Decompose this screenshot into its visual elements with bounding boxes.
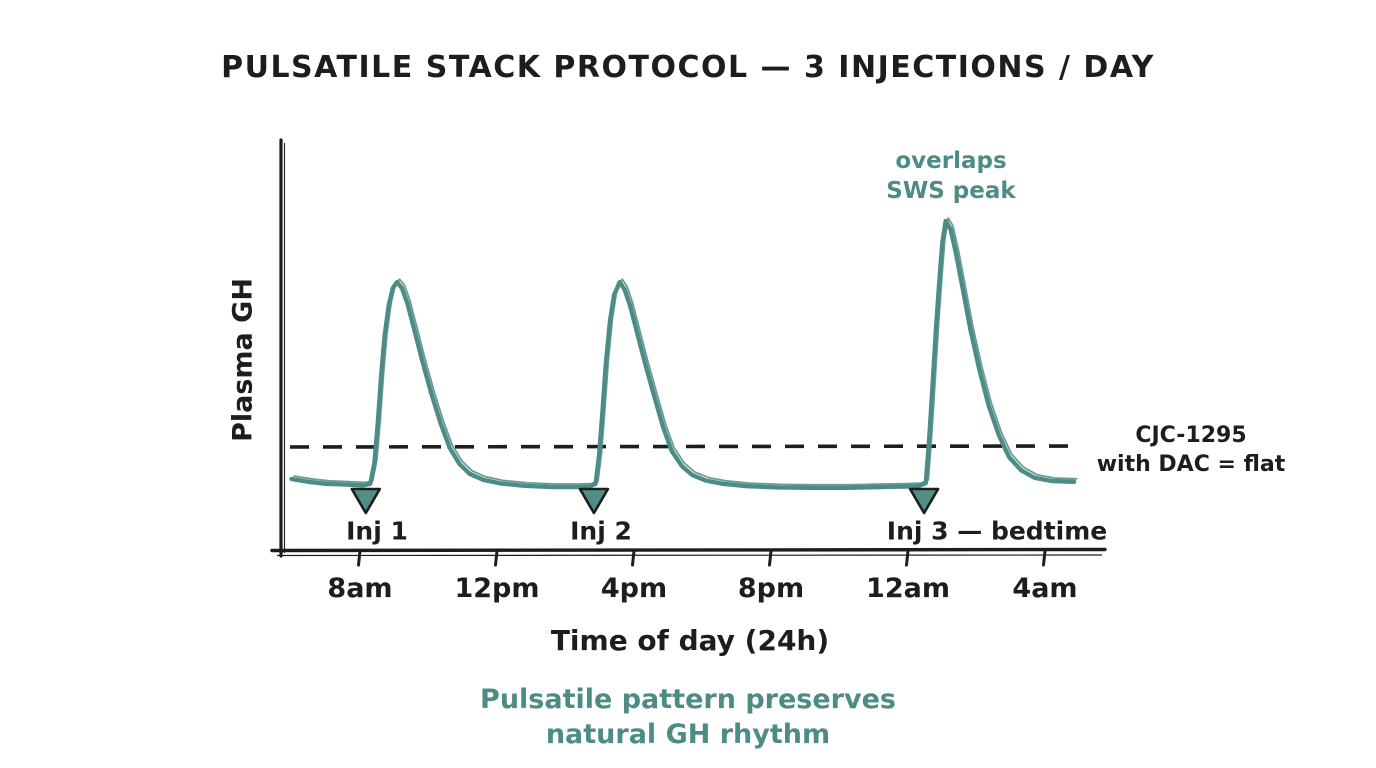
x-axis-sketch-stroke [276, 554, 1103, 557]
injection-2-label: Inj 2 [570, 516, 632, 546]
x-tick [357, 549, 362, 567]
sws-peak-annotation: overlaps SWS peak [886, 146, 1015, 206]
x-tick [1042, 549, 1047, 567]
injection-marker [908, 487, 940, 515]
gh-curve-sketch-stroke [293, 217, 1078, 486]
injection-marker [350, 487, 382, 515]
x-tick-label: 4pm [601, 573, 667, 604]
chart-caption-line2: natural GH rhythm [545, 719, 831, 750]
injection-marker [578, 487, 610, 515]
x-tick [768, 549, 773, 567]
x-axis-label: Time of day (24h) [550, 624, 830, 657]
injection-3-label: Inj 3 — bedtime [886, 516, 1108, 546]
x-tick [905, 549, 910, 567]
chart-caption: Pulsatile pattern preserves natural GH r… [480, 682, 896, 752]
reference-line-label: CJC-1295 with DAC = flat [1086, 421, 1296, 479]
reference-line-label-line1: CJC-1295 [1135, 423, 1247, 448]
chart-caption-line1: Pulsatile pattern preserves [480, 684, 896, 715]
sws-peak-annotation-line1: overlaps [895, 148, 1007, 174]
chart-title: PULSATILE STACK PROTOCOL — 3 INJECTIONS … [221, 50, 1155, 85]
injection-1-label: Inj 1 [346, 516, 408, 546]
sws-peak-annotation-line2: SWS peak [886, 178, 1016, 204]
x-tick-label: 12am [866, 573, 950, 604]
x-tick-label: 8pm [738, 573, 804, 604]
x-tick [631, 549, 636, 567]
x-tick [494, 549, 499, 567]
reference-line-label-line2: with DAC = flat [1096, 452, 1286, 477]
x-tick-label: 8am [327, 573, 392, 604]
x-axis [270, 547, 1107, 553]
reference-dashed-line [289, 444, 1081, 449]
x-tick-label: 4am [1012, 573, 1077, 604]
x-tick-label: 12pm [454, 573, 539, 604]
